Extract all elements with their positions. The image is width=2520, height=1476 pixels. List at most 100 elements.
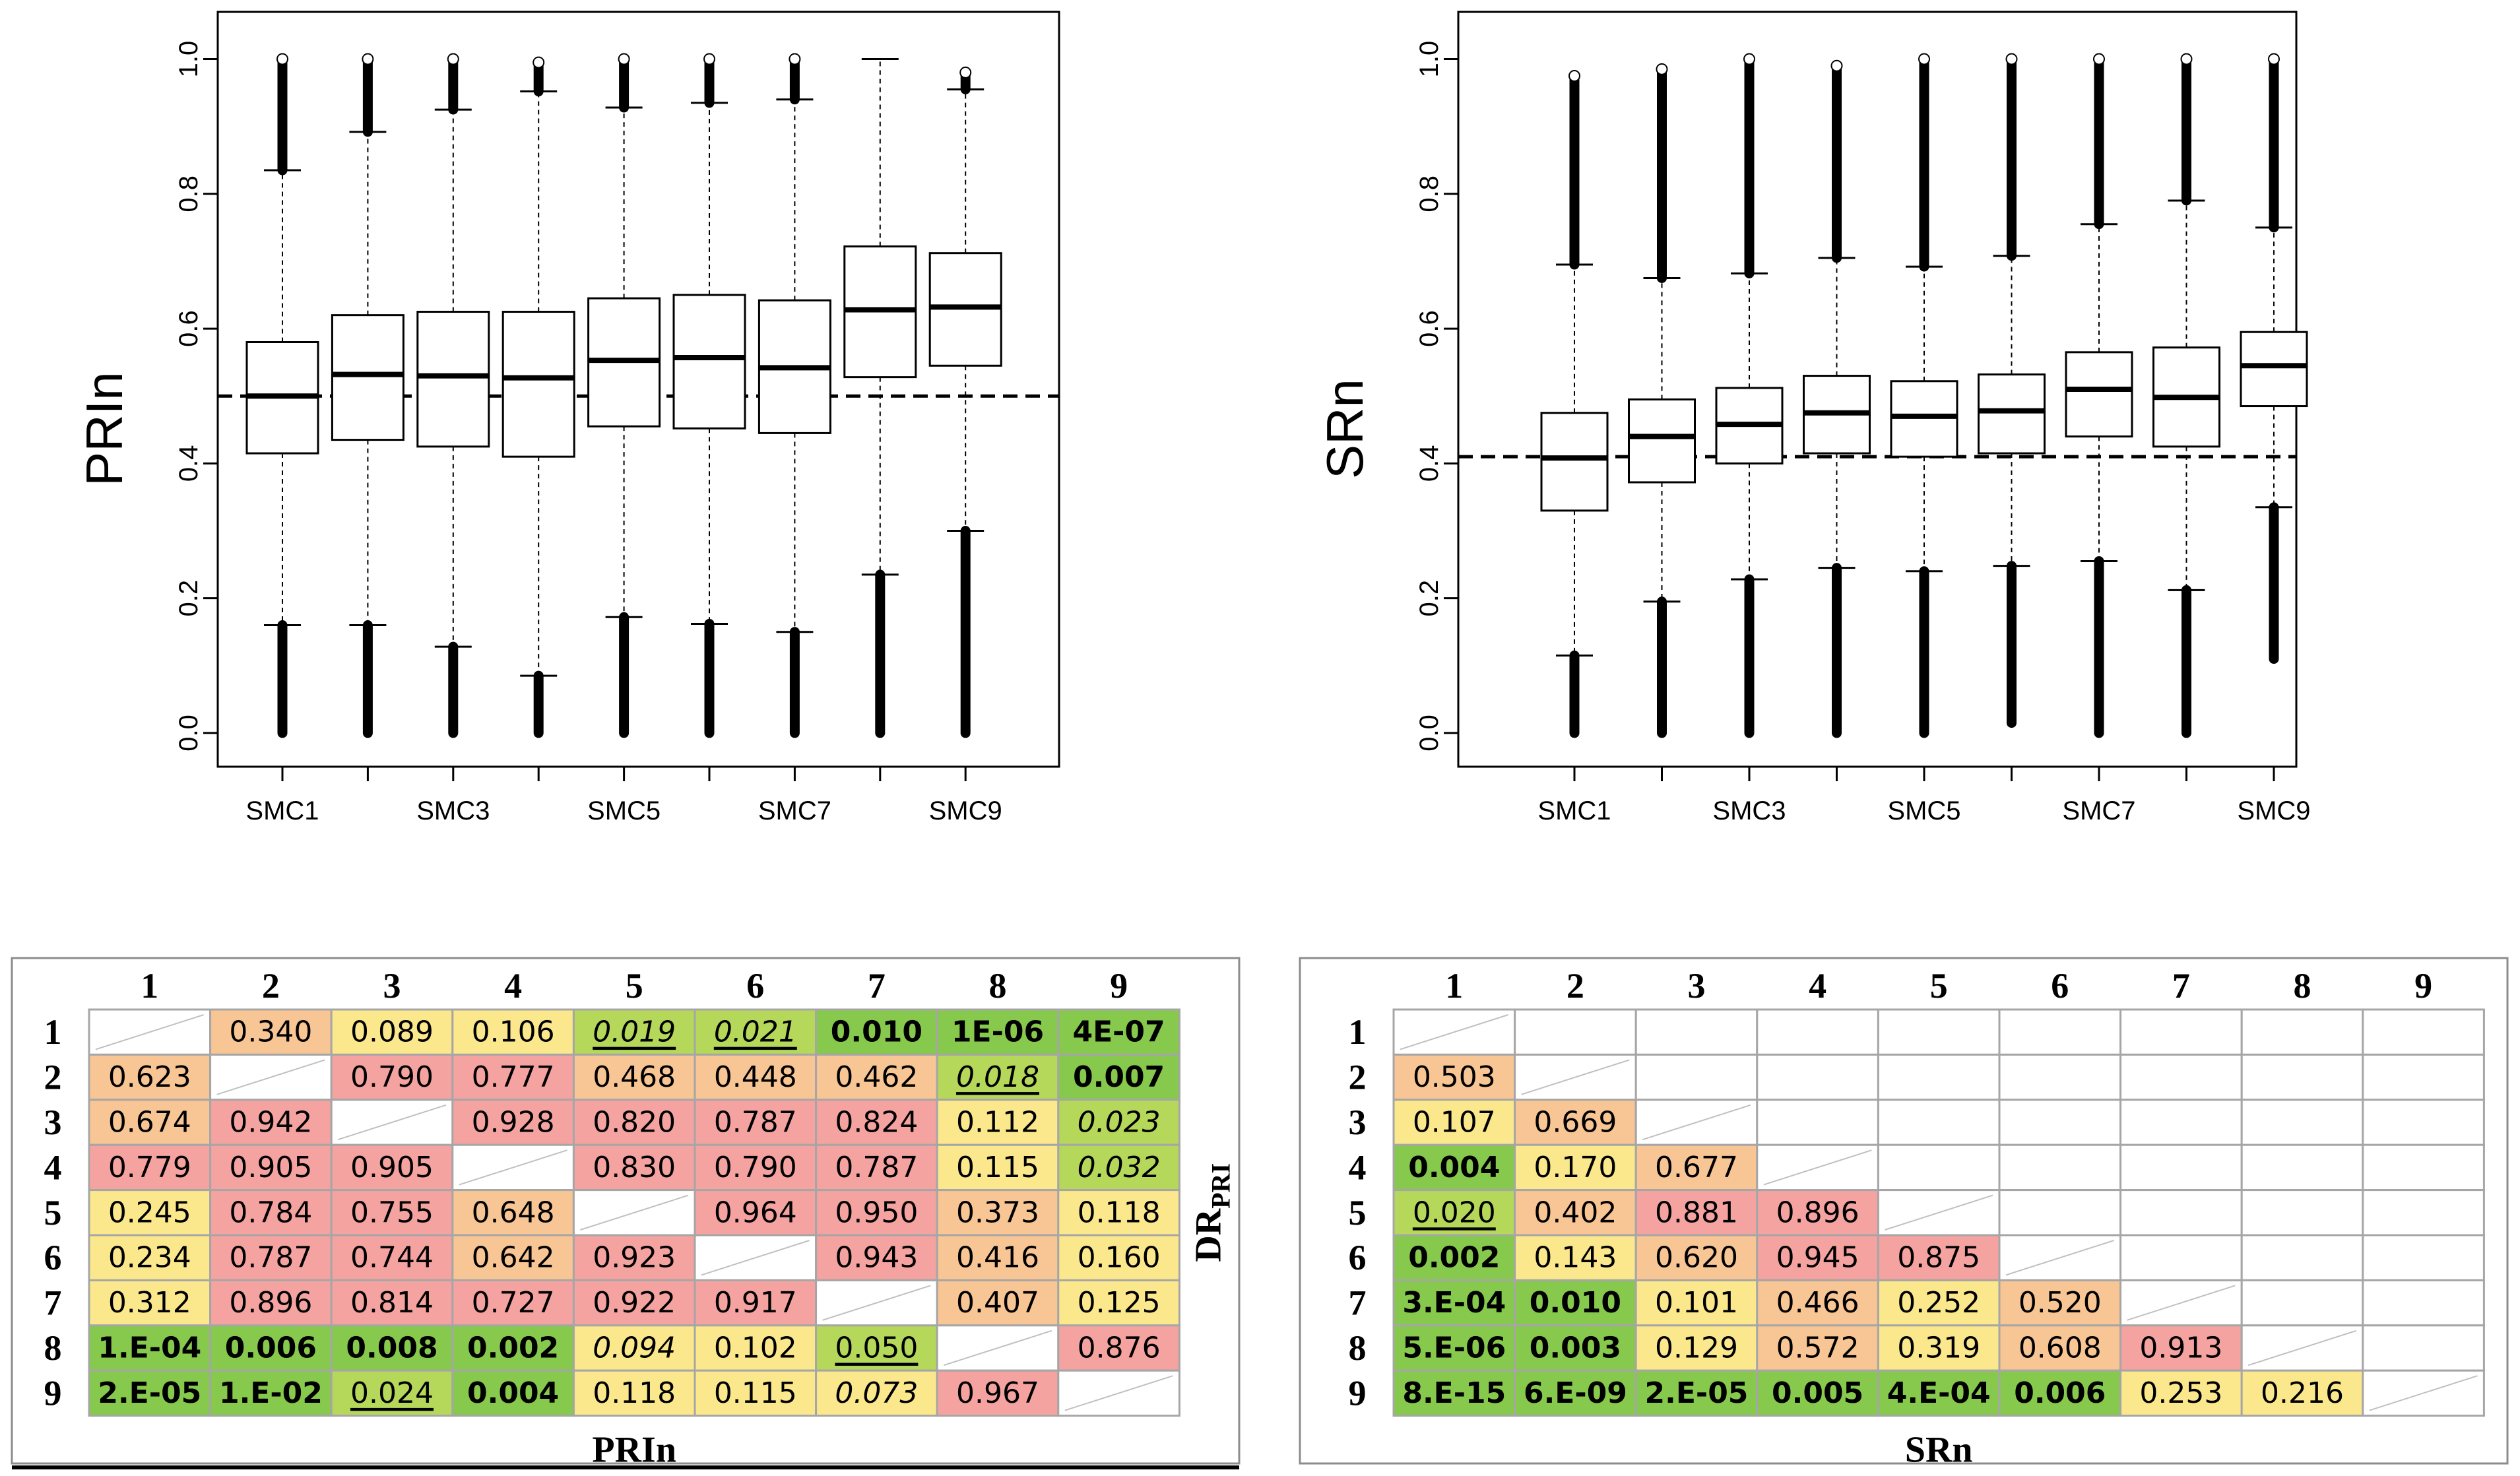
table-cell xyxy=(1057,1324,1180,1372)
table-cell xyxy=(1756,1053,1879,1101)
outlier-point xyxy=(703,53,715,65)
row-header: 8 xyxy=(1349,1328,1367,1368)
cell-value: 0.416 xyxy=(956,1241,1039,1275)
table-cell xyxy=(1756,1099,1879,1146)
table-cell xyxy=(88,1053,212,1101)
table-cell xyxy=(1392,1099,1516,1146)
row-header: 7 xyxy=(44,1283,62,1323)
side-label: DRPRI xyxy=(1188,1163,1235,1262)
table-cell xyxy=(88,1324,212,1372)
cell-value: 0.620 xyxy=(1655,1241,1738,1275)
row-header: 2 xyxy=(1349,1058,1367,1097)
cell-value: 0.024 xyxy=(350,1376,434,1410)
column-header: 1 xyxy=(141,966,158,1006)
outlier-point xyxy=(1656,63,1668,75)
table-cell xyxy=(1756,1369,1879,1417)
cell-value: 0.002 xyxy=(467,1332,559,1365)
cell-value: 0.002 xyxy=(1408,1241,1500,1275)
outlier-point xyxy=(533,56,545,69)
table-cell xyxy=(1877,1143,2001,1192)
cell-value: 0.373 xyxy=(956,1196,1039,1229)
cell-value: 0.115 xyxy=(956,1151,1039,1184)
table-cell xyxy=(1877,1279,2001,1327)
column-header: 4 xyxy=(1809,966,1826,1006)
outlier-point xyxy=(2005,53,2018,65)
table-cell xyxy=(936,1143,1060,1192)
cell-value: 0.007 xyxy=(1073,1060,1165,1094)
cell-value: 0.089 xyxy=(350,1015,434,1049)
x-tick-label: SMC5 xyxy=(1887,796,1960,825)
cell-value: 0.160 xyxy=(1078,1241,1161,1275)
column-header: 3 xyxy=(383,966,401,1006)
table-cell xyxy=(572,1234,696,1281)
outlier-point xyxy=(1743,53,1755,65)
table-cell xyxy=(2119,1008,2243,1056)
column-header: 6 xyxy=(746,966,764,1006)
table-cell xyxy=(1877,1053,2001,1101)
cell-value: 0.021 xyxy=(714,1015,797,1049)
cell-value: 0.830 xyxy=(593,1151,676,1184)
table-cell xyxy=(2362,1143,2485,1192)
outlier-point xyxy=(2180,53,2193,65)
cell-value: 0.004 xyxy=(1408,1151,1500,1184)
table-cell xyxy=(1756,1008,1879,1056)
cell-value: 0.876 xyxy=(1078,1332,1161,1365)
x-tick-label: SMC1 xyxy=(1537,796,1611,825)
table-cell xyxy=(451,1234,575,1281)
table-cell xyxy=(572,1143,696,1192)
cell-value: 0.010 xyxy=(1530,1286,1621,1320)
cell-value: 0.677 xyxy=(1655,1151,1738,1184)
y-axis-label: SRn xyxy=(1316,379,1374,479)
table-cell xyxy=(88,1099,212,1146)
cell-value: 8.E-15 xyxy=(1402,1376,1506,1410)
y-tick-label: 1.0 xyxy=(174,41,203,78)
cell-value: 0.234 xyxy=(108,1241,191,1275)
cell-value: 0.820 xyxy=(593,1106,676,1139)
cell-value: 0.005 xyxy=(1772,1376,1863,1410)
diagonal-cell-slash xyxy=(822,1285,931,1321)
cell-value: 0.032 xyxy=(1078,1151,1161,1184)
cell-value: 0.112 xyxy=(956,1106,1039,1139)
cell-value: 0.824 xyxy=(835,1106,918,1139)
x-tick-label: SMC7 xyxy=(758,796,831,825)
table-cell xyxy=(1514,1369,1637,1417)
outlier-point xyxy=(618,53,630,65)
table-cell xyxy=(2240,1053,2364,1101)
row-header: 6 xyxy=(44,1238,62,1277)
diagonal-cell-slash xyxy=(1763,1149,1872,1186)
box-smc8 xyxy=(2152,53,2220,738)
cell-value: 0.669 xyxy=(1534,1106,1617,1139)
table-cell xyxy=(2119,1099,2243,1146)
table-cell xyxy=(815,1324,938,1372)
cell-value: 0.674 xyxy=(108,1106,191,1139)
table-cell xyxy=(2119,1143,2243,1192)
cell-value: 2.E-05 xyxy=(1645,1376,1749,1410)
cell-value: 0.006 xyxy=(2014,1376,2106,1410)
row-header: 4 xyxy=(44,1147,62,1187)
box-iqr xyxy=(331,314,404,441)
table-cell xyxy=(2240,1099,2364,1146)
cell-value: 5.E-06 xyxy=(1402,1332,1506,1365)
cell-value: 0.107 xyxy=(1413,1106,1496,1139)
box-smc9 xyxy=(928,66,1002,738)
outlier-point xyxy=(1568,70,1580,82)
cell-value: 1E-06 xyxy=(952,1015,1044,1049)
box-iqr xyxy=(1628,398,1696,484)
table-cell xyxy=(451,1053,575,1101)
cell-value: 0.790 xyxy=(350,1060,434,1094)
cell-value: 0.917 xyxy=(714,1286,797,1320)
box-smc8 xyxy=(843,58,917,738)
table-cell xyxy=(2240,1008,2364,1056)
table-cell xyxy=(694,1189,818,1236)
table-cell xyxy=(815,1189,938,1236)
cell-value: 0.073 xyxy=(835,1376,918,1410)
column-header: 1 xyxy=(1445,966,1463,1006)
table-cell xyxy=(2119,1053,2243,1101)
cell-value: 4.E-04 xyxy=(1887,1376,1991,1410)
x-tick-label: SMC7 xyxy=(2062,796,2135,825)
cell-value: 0.115 xyxy=(714,1376,797,1410)
cell-value: 0.019 xyxy=(593,1015,676,1049)
table-cell xyxy=(1057,1279,1180,1327)
row-header: 4 xyxy=(1349,1147,1367,1187)
table-cell xyxy=(2362,1234,2485,1281)
